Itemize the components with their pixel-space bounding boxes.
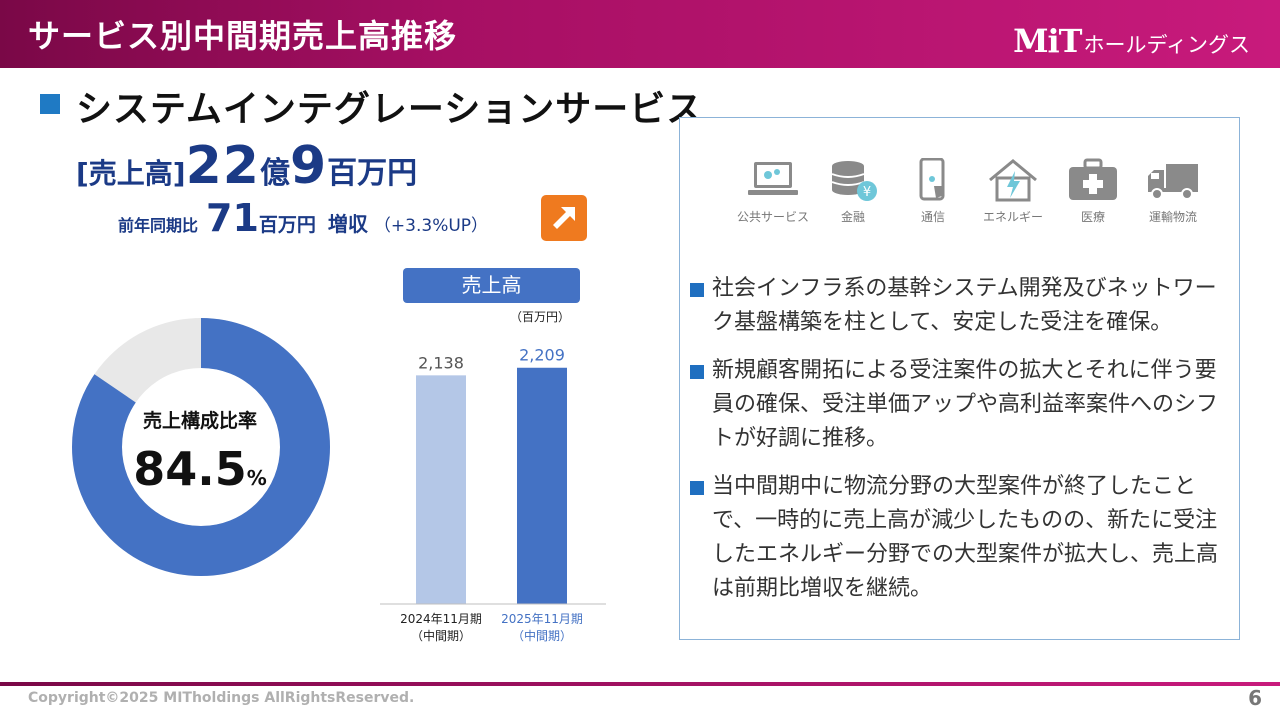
section-title: システムインテグレーションサービス — [76, 89, 704, 130]
industry-medical: 医療 — [1053, 158, 1133, 225]
chart-title: 売上高 — [403, 268, 580, 303]
bullet-square-icon — [690, 365, 704, 379]
sales-value-oku: 22 — [185, 136, 260, 196]
company-logo: MiT ホールディングス — [1013, 22, 1250, 60]
bar-1 — [517, 367, 567, 604]
yoy-value: 71 — [206, 196, 259, 240]
industry-label: 金融 — [840, 210, 865, 224]
page-title: サービス別中間期売上高推移 — [28, 17, 458, 55]
composition-donut-chart — [72, 318, 330, 576]
bullet-square-icon — [690, 481, 704, 495]
smartphone-icon — [919, 158, 945, 201]
bullet-text: 社会インフラ系の基幹システム開発及びネットワーク基盤構築を柱として、安定した受注… — [712, 276, 1217, 335]
bullet-text: 当中間期中に物流分野の大型案件が終了したことで、一時的に売上高が減少したものの、… — [712, 474, 1219, 601]
industry-label: エネルギー — [982, 210, 1043, 224]
bar-category-label: 2025年11月期 — [501, 612, 583, 626]
industry-label: 医療 — [1080, 210, 1105, 224]
bullet-item: 社会インフラ系の基幹システム開発及びネットワーク基盤構築を柱として、安定した受注… — [690, 272, 1235, 340]
section-bullet-icon — [40, 94, 60, 114]
chart-unit-label: （百万円） — [509, 310, 570, 324]
footer-divider — [0, 682, 1280, 686]
bar-category-sublabel: （中間期） — [411, 628, 471, 643]
bar-category-label: 2024年11月期 — [400, 612, 482, 626]
svg-text:¥: ¥ — [863, 185, 871, 200]
sales-unit-oku: 億 — [259, 156, 290, 191]
coins-yen-icon: ¥ — [831, 161, 877, 201]
bullet-item: 新規顧客開拓による受注案件の拡大とそれに伴う要員の確保、受注単価アップや高利益率… — [690, 354, 1235, 456]
medical-kit-icon — [1069, 158, 1117, 200]
bar-0 — [416, 375, 466, 604]
yoy-line: 前年同期比 71 百万円 増収 （+3.3%UP） — [118, 196, 488, 240]
bullet-list: 社会インフラ系の基幹システム開発及びネットワーク基盤構築を柱として、安定した受注… — [690, 272, 1235, 620]
bullet-item: 当中間期中に物流分野の大型案件が終了したことで、一時的に売上高が減少したものの、… — [690, 470, 1235, 606]
yoy-growth: 増収 — [327, 212, 368, 236]
sales-headline: [売上高] 22 億 9 百万円 — [76, 136, 417, 196]
sales-value-million: 9 — [289, 136, 328, 196]
header-bar: サービス別中間期売上高推移 MiT ホールディングス — [0, 0, 1280, 68]
bullet-square-icon — [690, 283, 704, 297]
info-panel — [679, 117, 1240, 640]
sales-bar-chart: 2,138 2024年11月期 （中間期） 2,209 2025年11月期 （中間期） — [380, 346, 606, 643]
yoy-prefix: 前年同期比 — [118, 216, 199, 235]
house-lightning-icon — [989, 159, 1037, 202]
logo-mark: MiT — [1013, 22, 1082, 60]
industry-public: 公共サービス — [733, 158, 813, 225]
industry-label: 通信 — [920, 210, 945, 224]
truck-icon — [1148, 164, 1198, 200]
industry-icons-row: 公共サービス ¥ 金融 通信 エネルギー — [733, 158, 1198, 238]
logo-subtitle: ホールディングス — [1083, 33, 1250, 57]
bar-value-label: 2,138 — [418, 353, 464, 372]
page-number: 6 — [1248, 686, 1262, 710]
bar-category-sublabel: （中間期） — [512, 628, 572, 643]
donut-value: 84.5% — [100, 442, 300, 496]
copyright-text: Copyright©2025 MITholdings AllRightsRese… — [28, 690, 415, 706]
donut-share-ring — [72, 318, 330, 576]
yoy-unit: 百万円 — [258, 214, 316, 236]
sales-unit-million: 百万円 — [327, 156, 418, 191]
donut-value-unit: % — [246, 466, 267, 490]
industry-label: 運輸物流 — [1148, 210, 1197, 224]
industry-telecom: 通信 — [893, 158, 973, 225]
sales-label: [売上高] — [76, 157, 186, 190]
bullet-text: 新規顧客開拓による受注案件の拡大とそれに伴う要員の確保、受注単価アップや高利益率… — [712, 358, 1219, 451]
industry-finance: ¥ 金融 — [813, 158, 893, 225]
industry-label: 公共サービス — [736, 210, 809, 224]
laptop-gears-icon — [748, 162, 798, 195]
yoy-percent: （+3.3%UP） — [373, 216, 489, 236]
donut-label: 売上構成比率 — [142, 410, 257, 432]
industry-energy: エネルギー — [973, 158, 1053, 225]
bar-value-label: 2,209 — [519, 346, 565, 365]
industry-logistics: 運輸物流 — [1133, 158, 1213, 225]
donut-value-number: 84.5 — [133, 442, 247, 496]
arrow-up-right-icon — [541, 195, 587, 241]
